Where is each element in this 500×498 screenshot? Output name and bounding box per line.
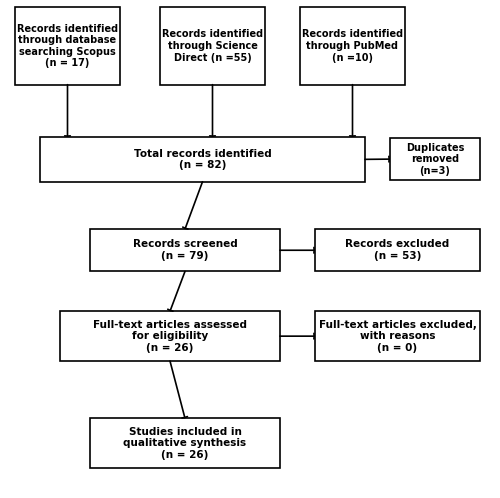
FancyBboxPatch shape bbox=[315, 229, 480, 271]
FancyBboxPatch shape bbox=[90, 229, 280, 271]
FancyBboxPatch shape bbox=[60, 311, 280, 361]
Text: Records identified
through Science
Direct (n =55): Records identified through Science Direc… bbox=[162, 29, 263, 63]
Text: Records identified
through database
searching Scopus
(n = 17): Records identified through database sear… bbox=[17, 24, 118, 68]
FancyBboxPatch shape bbox=[160, 7, 265, 85]
Text: Records screened
(n = 79): Records screened (n = 79) bbox=[132, 240, 238, 261]
Text: Duplicates
removed
(n=3): Duplicates removed (n=3) bbox=[406, 142, 464, 176]
Text: Records identified
through PubMed
(n =10): Records identified through PubMed (n =10… bbox=[302, 29, 403, 63]
Text: Studies included in
qualitative synthesis
(n = 26): Studies included in qualitative synthesi… bbox=[124, 427, 246, 460]
FancyBboxPatch shape bbox=[315, 311, 480, 361]
Text: Total records identified
(n = 82): Total records identified (n = 82) bbox=[134, 148, 272, 170]
Text: Full-text articles excluded,
with reasons
(n = 0): Full-text articles excluded, with reason… bbox=[318, 320, 476, 353]
FancyBboxPatch shape bbox=[40, 137, 365, 182]
FancyBboxPatch shape bbox=[90, 418, 280, 468]
Text: Full-text articles assessed
for eligibility
(n = 26): Full-text articles assessed for eligibil… bbox=[93, 320, 247, 353]
FancyBboxPatch shape bbox=[300, 7, 405, 85]
FancyBboxPatch shape bbox=[15, 7, 120, 85]
FancyBboxPatch shape bbox=[390, 138, 480, 180]
Text: Records excluded
(n = 53): Records excluded (n = 53) bbox=[346, 240, 450, 261]
